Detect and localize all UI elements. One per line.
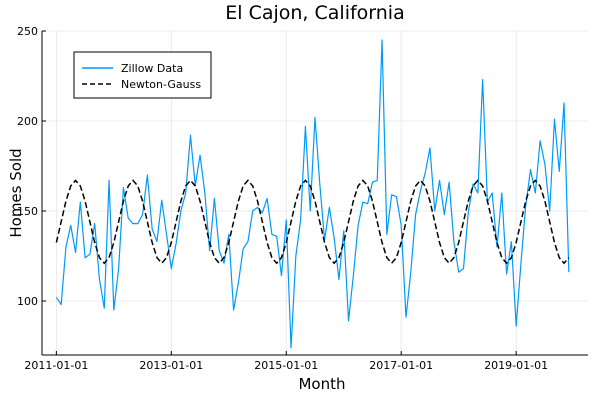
axes	[41, 30, 588, 356]
legend-box	[73, 51, 212, 99]
x-tick-label: 2015-01-01	[254, 359, 318, 372]
y-tick-label: 100	[17, 295, 38, 308]
legend: Zillow Data Newton-Gauss	[73, 51, 212, 99]
series-line-newton-gauss	[55, 179, 570, 265]
x-tick-label: 2017-01-01	[369, 359, 433, 372]
grid	[42, 30, 588, 355]
x-tick-label: 2019-01-01	[484, 359, 548, 372]
x-axis-label: Month	[298, 375, 345, 393]
y-tick-label: 150	[17, 205, 38, 218]
tick-labels: 2011-01-01 2013-01-01 2015-01-01 2017-01-01…	[17, 25, 548, 372]
chart-title: El Cajon, California	[225, 2, 404, 24]
x-tick-label: 2011-01-01	[24, 359, 88, 372]
series-line-zillow-data	[55, 39, 570, 349]
legend-label-newton-gauss: Newton-Gauss	[121, 78, 201, 91]
x-tick-label: 2013-01-01	[139, 359, 203, 372]
legend-label-zillow: Zillow Data	[121, 62, 183, 75]
y-tick-label: 200	[17, 115, 38, 128]
y-tick-label: 250	[17, 25, 38, 38]
y-axis-label: Homes Sold	[7, 148, 25, 237]
series-group	[55, 39, 570, 349]
